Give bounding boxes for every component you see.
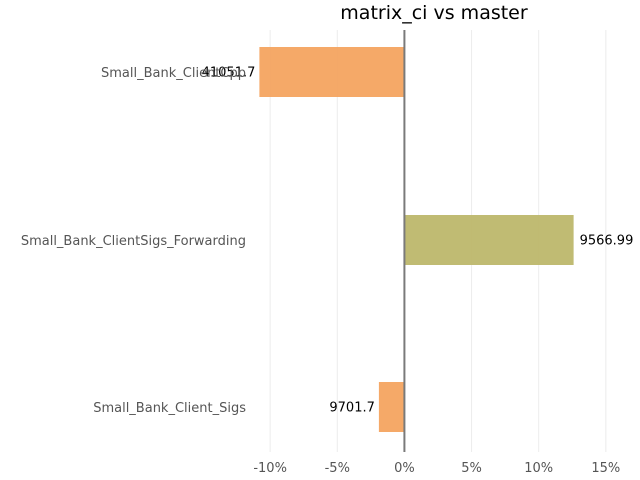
bars [259, 47, 574, 432]
category-label: Small_Bank_ClientSigs_Forwarding [21, 234, 246, 249]
data-label: 9566.99 [580, 234, 634, 249]
bar [259, 47, 405, 97]
data-label: 41051.7 [202, 66, 256, 81]
x-tick-label: 15% [591, 461, 620, 476]
x-tick-labels: -10% -5% 0% 5% 10% 15% [253, 461, 620, 476]
x-tick-label: 5% [461, 461, 482, 476]
x-tick-label: -5% [325, 461, 350, 476]
x-tick-label: 0% [394, 461, 415, 476]
bar [378, 382, 405, 432]
data-labels: 41051.7 9566.99 9701.7 [202, 66, 634, 416]
chart-title: matrix_ci vs master [340, 2, 528, 24]
x-tick-label: -10% [253, 461, 287, 476]
category-label: Small_Bank_ClientCpp [101, 66, 246, 81]
bar [404, 215, 574, 265]
x-tick-label: 10% [524, 461, 553, 476]
category-label: Small_Bank_Client_Sigs [93, 401, 246, 416]
category-labels: Small_Bank_ClientCpp Small_Bank_ClientSig… [21, 66, 246, 416]
data-label: 9701.7 [329, 401, 375, 416]
